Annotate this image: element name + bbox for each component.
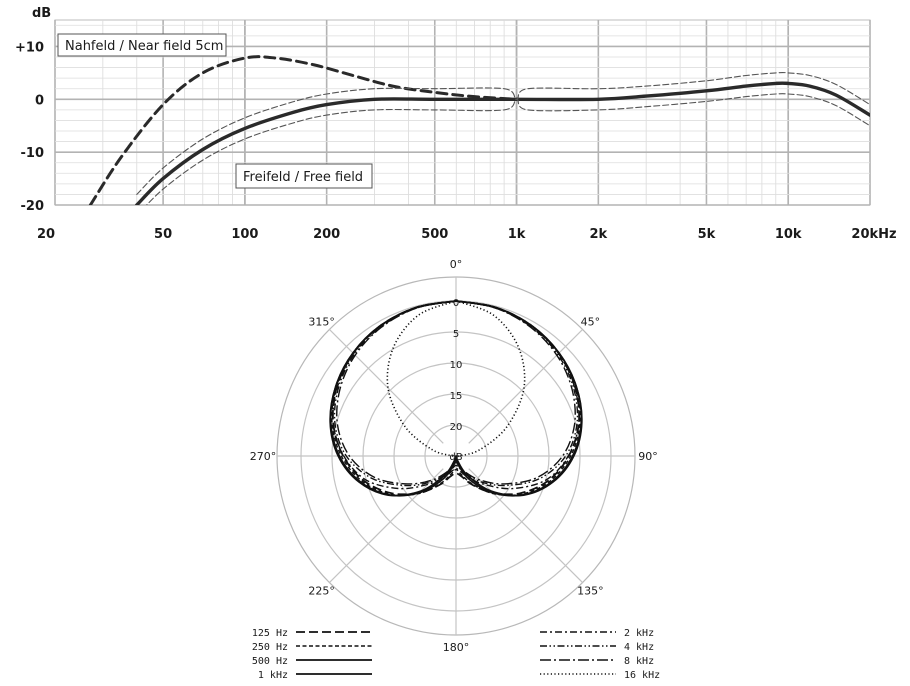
- legend-item: 8 kHz: [540, 656, 654, 667]
- x-tick-label: 5k: [698, 227, 716, 242]
- legend-item: 4 kHz: [540, 642, 654, 653]
- free-field-annotation: Freifeld / Free field: [235, 163, 373, 189]
- response-curve-near-field: [88, 55, 519, 205]
- angle-label: 225°: [308, 584, 335, 597]
- polar-grid: [276, 276, 636, 636]
- legend-item: 500 Hz: [252, 656, 372, 667]
- x-tick-label: 2k: [589, 227, 607, 242]
- polar-curve-4-khz: [333, 300, 579, 487]
- polar-curve-2-khz: [332, 300, 580, 490]
- polar-curve-8-khz: [336, 300, 576, 485]
- legend-label: 2 kHz: [624, 628, 654, 639]
- response-curve-tolerance-2: [136, 71, 870, 195]
- polar-spoke: [329, 468, 444, 583]
- polar-pattern-curves: [329, 300, 583, 497]
- near-field-label: Nahfeld / Near field 5cm: [65, 39, 223, 54]
- y-tick-label: -10: [21, 146, 45, 161]
- y-tick-label: +10: [15, 40, 44, 55]
- x-axis-tick-labels: 20 50 100 200 500 1k 2k 5k 10k 20kHz: [37, 227, 897, 242]
- legend-item: 16 kHz: [540, 670, 660, 681]
- radial-tick-label: 15: [450, 391, 463, 402]
- y-axis-unit-label: dB: [32, 6, 51, 21]
- legend-item: 250 Hz: [252, 642, 372, 653]
- radial-tick-label: 10: [450, 360, 463, 371]
- polar-labels: 0° 45° 90° 135° 180° 225° 270° 315° 0 5 10 15 20 dB: [250, 258, 658, 654]
- legend-label: 1 kHz: [258, 670, 288, 681]
- x-tick-label: 500: [421, 227, 448, 242]
- x-tick-label: 50: [154, 227, 172, 242]
- y-tick-label: 0: [35, 93, 44, 108]
- legend: 125 Hz 250 Hz 500 Hz 1 kHz 2 kHz 4 kHz 8 kHz 16…: [252, 628, 660, 681]
- y-tick-label: -20: [21, 199, 45, 214]
- angle-label: 270°: [250, 450, 277, 463]
- frequency-response-curves: [88, 55, 870, 205]
- angle-label: 45°: [581, 316, 601, 329]
- x-tick-label: 1k: [508, 227, 526, 242]
- x-tick-label: 10k: [775, 227, 802, 242]
- x-tick-label: 20kHz: [851, 227, 896, 242]
- legend-label: 250 Hz: [252, 642, 288, 653]
- angle-label: 315°: [308, 316, 335, 329]
- free-field-label: Freifeld / Free field: [243, 170, 363, 185]
- polar-unit-label: dB: [449, 452, 462, 463]
- legend-label: 125 Hz: [252, 628, 288, 639]
- legend-item: 2 kHz: [540, 628, 654, 639]
- angle-label: 135°: [577, 584, 604, 597]
- polar-spoke: [468, 329, 583, 444]
- y-axis-tick-labels: +10 0 -10 -20: [15, 40, 44, 214]
- polar-curve-1-khz: [329, 300, 583, 497]
- legend-item: 1 kHz: [258, 670, 372, 681]
- x-tick-label: 200: [313, 227, 340, 242]
- angle-label: 0°: [450, 258, 463, 271]
- radial-tick-label: 0: [453, 298, 459, 309]
- angle-label: 180°: [443, 641, 470, 654]
- legend-label: 16 kHz: [624, 670, 660, 681]
- x-tick-label: 20: [37, 227, 55, 242]
- polar-spoke: [329, 329, 444, 444]
- legend-label: 500 Hz: [252, 656, 288, 667]
- response-curve-free-field: [135, 81, 870, 205]
- legend-label: 4 kHz: [624, 642, 654, 653]
- radial-tick-label: 20: [450, 422, 463, 433]
- angle-label: 90°: [638, 450, 658, 463]
- response-curve-tolerance-3: [145, 93, 870, 205]
- frequency-response-grid: [54, 19, 871, 206]
- near-field-annotation: Nahfeld / Near field 5cm: [57, 33, 227, 57]
- radial-tick-label: 5: [453, 329, 459, 340]
- legend-item: 125 Hz: [252, 628, 372, 639]
- polar-spoke: [468, 468, 583, 583]
- legend-label: 8 kHz: [624, 656, 654, 667]
- x-tick-label: 100: [231, 227, 258, 242]
